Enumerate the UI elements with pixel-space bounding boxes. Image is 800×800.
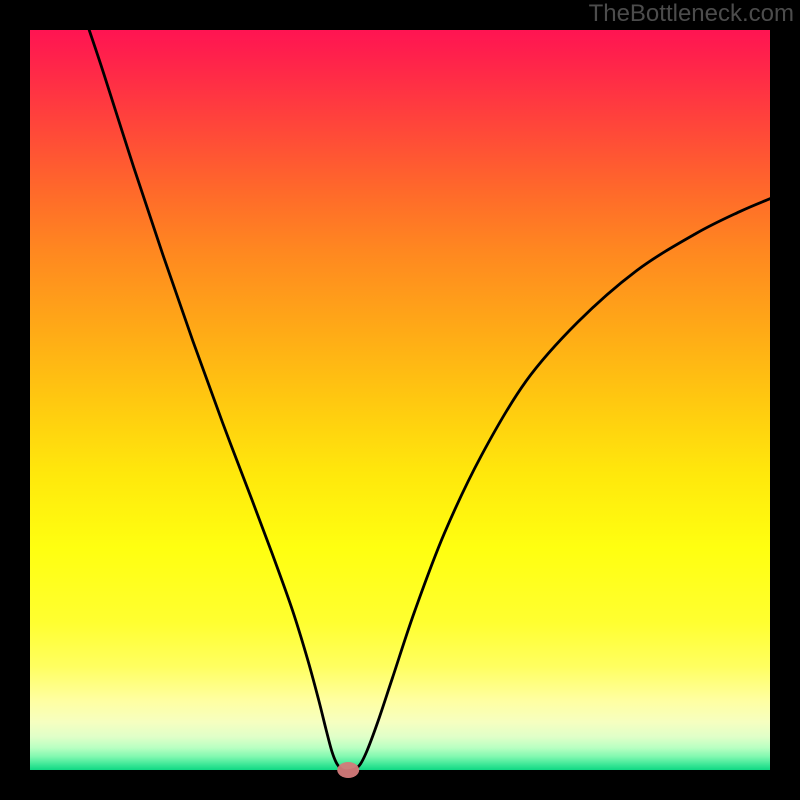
chart-root: TheBottleneck.com xyxy=(0,0,800,800)
watermark-text: TheBottleneck.com xyxy=(589,0,794,28)
bottleneck-curve-chart xyxy=(0,0,800,800)
optimum-marker xyxy=(337,762,359,778)
